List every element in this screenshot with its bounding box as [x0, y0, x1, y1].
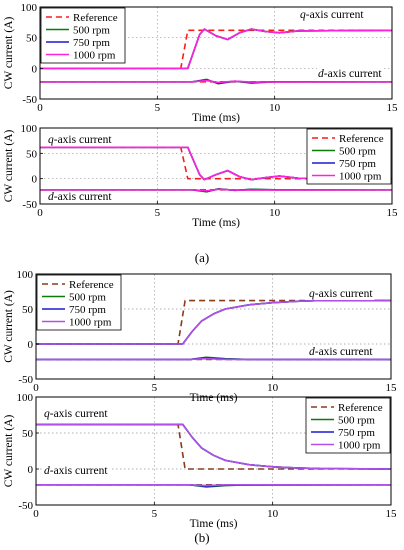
annotation-bg	[43, 465, 110, 477]
q-axis-annotation: q-axis current	[309, 288, 373, 300]
y-tick-label: 100	[17, 392, 34, 404]
y-tick-label: 50	[22, 428, 34, 440]
legend-label-rpm1000_b: 1000 rpm	[69, 317, 112, 329]
plot-frame	[39, 127, 393, 205]
y-tick-label: -50	[22, 199, 37, 211]
x-axis-label: Time (ms)	[190, 392, 238, 404]
x-tick-label: 0	[37, 207, 43, 219]
legend-label-rpm500: 500 rpm	[69, 292, 106, 304]
y-axis-label: CW current (A)	[3, 415, 15, 488]
annotation-bg	[317, 68, 384, 80]
y-tick-label: 50	[22, 304, 34, 316]
x-axis-label: Time (ms)	[192, 112, 240, 124]
legend-label-rpm750: 750 rpm	[339, 158, 376, 170]
x-tick-label: 5	[155, 102, 161, 114]
series-line-d-rpm1000_b	[36, 483, 391, 487]
legend-label-reference_b: Reference	[338, 402, 383, 414]
x-tick-label: 15	[386, 508, 398, 520]
part-label-b: (b)	[194, 530, 209, 545]
annotation-bg	[47, 134, 114, 146]
y-tick-label: -50	[18, 500, 33, 512]
x-tick-label: 0	[37, 102, 43, 114]
legend-label-rpm750: 750 rpm	[73, 37, 110, 49]
y-axis-label: CW current (A)	[3, 290, 15, 363]
y-axis-label: CW current (A)	[3, 17, 15, 90]
legend-label-rpm1000_a: 1000 rpm	[339, 171, 382, 183]
y-tick-label: 50	[26, 148, 38, 160]
series-line-q-rpm1000_a	[40, 146, 393, 181]
x-tick-label: 0	[33, 508, 39, 520]
annotation-bg	[299, 9, 366, 21]
legend-label-rpm1000_b: 1000 rpm	[338, 440, 381, 452]
legend-label-reference_a: Reference	[73, 12, 118, 24]
y-tick-label: 50	[26, 33, 38, 45]
x-tick-label: 10	[267, 508, 279, 520]
q-axis-annotation: q-axis current	[44, 408, 108, 420]
annotation-bg	[308, 288, 375, 300]
y-tick-label: 100	[17, 269, 34, 281]
legend-label-rpm1000_a: 1000 rpm	[73, 50, 116, 62]
x-tick-label: 0	[33, 382, 39, 394]
d-axis-annotation: d-axis current	[309, 346, 373, 358]
x-axis-label: Time (ms)	[190, 518, 238, 530]
x-tick-label: 10	[267, 382, 279, 394]
annotation-bg	[47, 191, 114, 203]
x-axis-label: Time (ms)	[192, 217, 240, 229]
series-line-d-rpm1000_a	[40, 79, 393, 84]
y-tick-label: 0	[32, 174, 38, 186]
y-tick-label: -50	[18, 374, 33, 386]
q-axis-annotation: q-axis current	[48, 134, 112, 146]
y-tick-label: 100	[21, 123, 38, 135]
legend-label-rpm500: 500 rpm	[73, 25, 110, 37]
legend-box	[36, 274, 122, 331]
q-axis-annotation: q-axis current	[300, 9, 364, 21]
series-line-q-rpm1000_b	[36, 299, 391, 345]
series-line-q-rpm1000_a	[40, 28, 393, 70]
legend-label-rpm500: 500 rpm	[339, 146, 376, 158]
x-tick-label: 15	[387, 102, 399, 114]
y-axis-label: CW current (A)	[3, 130, 15, 203]
plot-frame	[39, 6, 393, 100]
legend-label-rpm750: 750 rpm	[69, 304, 106, 316]
plot-frame	[35, 273, 392, 380]
y-tick-label: 0	[28, 339, 34, 351]
series-line-d-rpm1000_a	[40, 188, 393, 192]
legend-label-rpm500: 500 rpm	[338, 415, 375, 427]
d-axis-annotation: d-axis current	[44, 465, 108, 477]
x-tick-label: 15	[386, 382, 398, 394]
annotation-bg	[308, 346, 375, 358]
y-tick-label: 0	[28, 464, 34, 476]
series-line-q-rpm1000_b	[36, 423, 392, 470]
legend-label-reference_a: Reference	[339, 133, 384, 145]
d-axis-annotation: d-axis current	[48, 191, 112, 203]
legend-box	[40, 7, 126, 64]
x-tick-label: 5	[152, 382, 158, 394]
x-tick-label: 10	[269, 207, 281, 219]
legend-label-rpm750: 750 rpm	[338, 427, 375, 439]
legend-label-reference_b: Reference	[69, 279, 114, 291]
y-tick-label: 100	[21, 2, 38, 14]
x-tick-label: 15	[387, 207, 399, 219]
x-tick-label: 5	[155, 207, 161, 219]
annotation-bg	[43, 408, 110, 420]
x-tick-label: 10	[269, 102, 281, 114]
d-axis-annotation: d-axis current	[318, 68, 382, 80]
x-tick-label: 5	[152, 508, 158, 520]
y-tick-label: 0	[32, 63, 38, 75]
plot-frame	[35, 396, 392, 506]
y-tick-label: -50	[22, 94, 37, 106]
part-label-a: (a)	[195, 250, 209, 265]
series-line-d-rpm1000_b	[36, 357, 391, 361]
